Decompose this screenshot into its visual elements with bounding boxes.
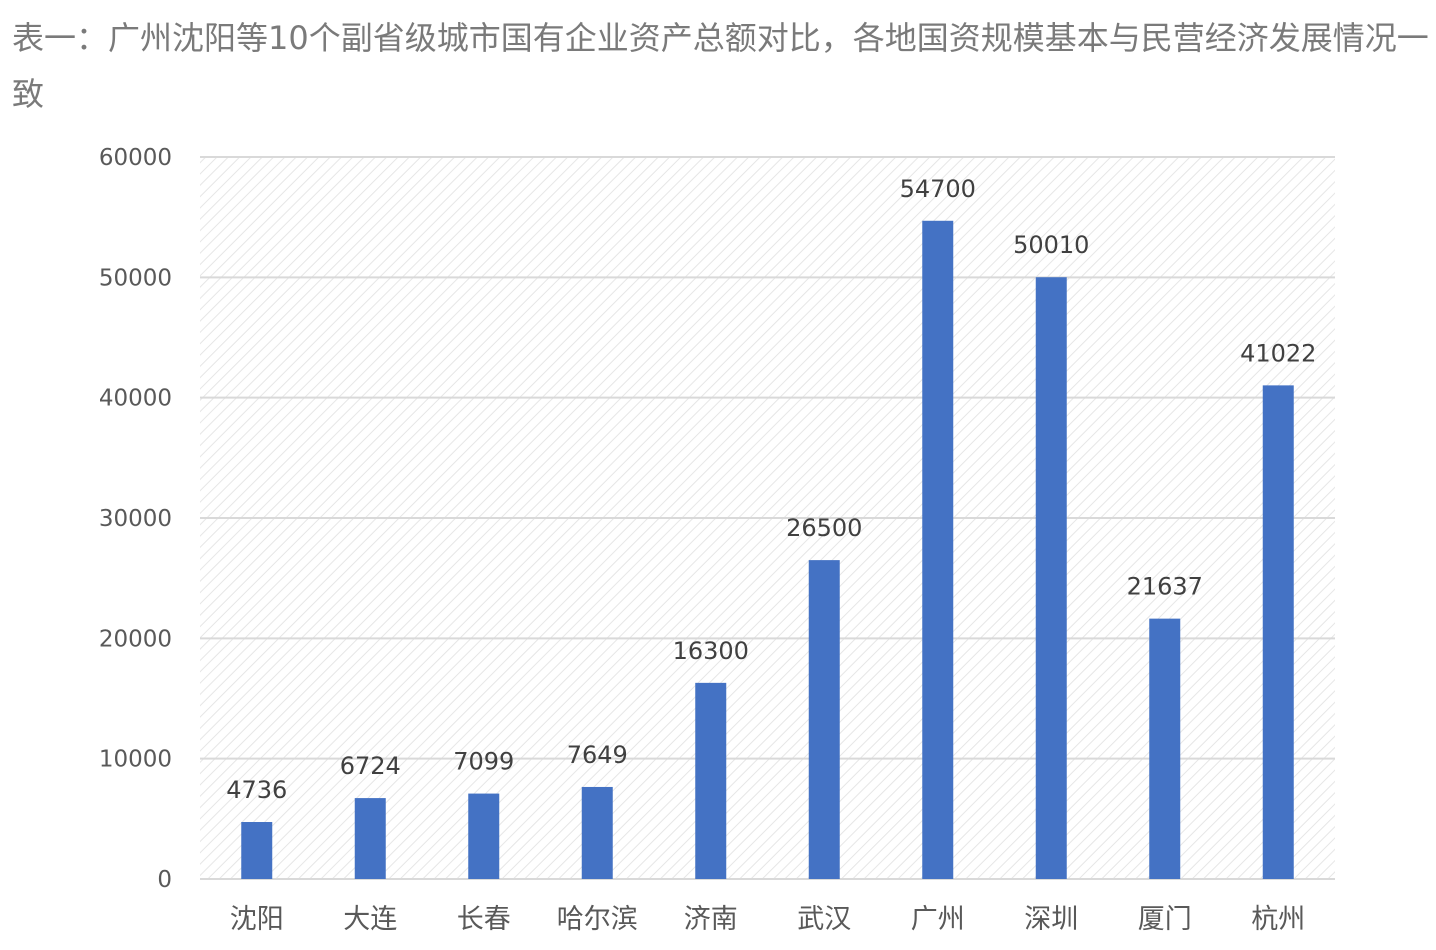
x-category-label: 厦门 (1138, 904, 1192, 935)
x-category-label: 深圳 (1024, 904, 1078, 935)
bar (581, 786, 613, 879)
bar (241, 822, 273, 879)
bar-value-label: 7099 (453, 748, 514, 776)
y-tick-label: 10000 (99, 747, 172, 773)
y-tick-label: 40000 (99, 386, 172, 412)
bar-value-label: 26500 (786, 514, 862, 542)
bar-value-label: 7649 (567, 741, 628, 769)
x-category-label: 杭州 (1251, 904, 1305, 935)
bar (695, 682, 727, 879)
bar-value-label: 6724 (340, 752, 401, 780)
x-category-label: 济南 (684, 904, 738, 935)
bar (1035, 277, 1067, 879)
x-category-label: 大连 (343, 904, 397, 935)
bar (354, 798, 386, 879)
bar-value-label: 41022 (1240, 339, 1316, 367)
bar (1262, 385, 1294, 879)
bar (1149, 618, 1181, 879)
figure-caption: 表一：广州沈阳等10个副省级城市国有企业资产总额对比，各地国资规模基本与民营经济… (12, 19, 1429, 113)
y-tick-label: 50000 (99, 265, 172, 291)
bar (922, 220, 954, 879)
x-axis-category-labels: 沈阳 大连 长春 哈尔滨 济南 武汉 广州 深圳 厦门 杭州 (230, 904, 1306, 935)
x-category-label: 哈尔滨 (557, 904, 638, 935)
bar-value-label: 54700 (900, 175, 976, 203)
bars (241, 220, 1294, 879)
data-labels: 4736 6724 7099 7649 16300 26500 54700 50010 2163… (226, 175, 1316, 804)
x-category-label: 长春 (457, 904, 511, 935)
bar-value-label: 50010 (1013, 231, 1089, 259)
y-tick-label: 60000 (99, 145, 172, 171)
bar-value-label: 16300 (673, 637, 749, 665)
bar-value-label: 4736 (226, 776, 287, 804)
x-category-label: 武汉 (797, 904, 851, 935)
x-category-label: 沈阳 (230, 904, 284, 935)
y-tick-label: 30000 (99, 506, 172, 532)
bar-value-label: 21637 (1127, 573, 1203, 601)
bar (808, 560, 840, 879)
y-tick-label: 0 (157, 867, 172, 893)
gridlines (200, 156, 1335, 880)
bar (468, 793, 500, 879)
x-category-label: 广州 (911, 904, 965, 935)
y-axis-tick-labels: 0 10000 20000 30000 40000 50000 60000 (99, 145, 172, 893)
y-tick-label: 20000 (99, 626, 172, 652)
